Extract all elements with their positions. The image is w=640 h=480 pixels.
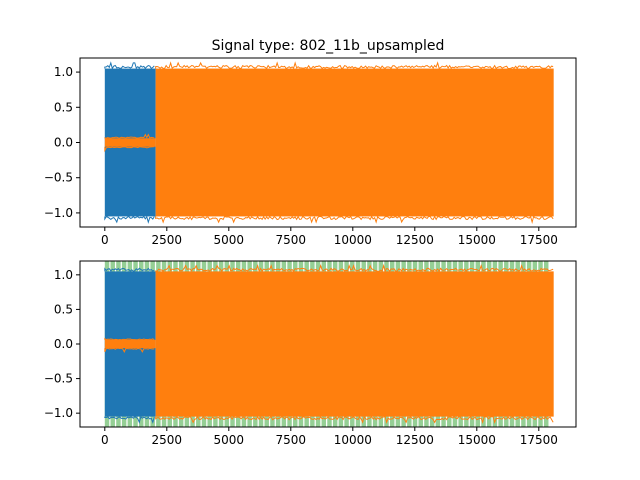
y-tick-label: 0.5 [54, 302, 73, 316]
top-subplot: 0 2500 5000 7500 10000 12500 15000 17500 −1.0 −0.… [44, 57, 577, 247]
x-tick-label: 0 [101, 433, 109, 447]
x-tick-label: 7500 [276, 233, 307, 247]
series-2 [104, 263, 554, 424]
series-1-upper-edge [104, 61, 155, 70]
y-tick-label: 1.0 [54, 268, 73, 282]
x-tick-label: 2500 [152, 233, 183, 247]
bottom-subplot: 0 2500 5000 7500 10000 12500 15000 17500 −1.0 −0.… [44, 260, 577, 447]
series-2-upper-edge [104, 337, 155, 341]
series-2-lower-edge [104, 146, 155, 153]
y-tick-label: −0.5 [44, 372, 73, 386]
x-tick-label: 15000 [458, 433, 496, 447]
x-tick-label: 12500 [396, 233, 434, 247]
series-2-band [104, 138, 156, 147]
y-tick-label: 1.0 [54, 65, 73, 79]
y-tick-label: −1.0 [44, 406, 73, 420]
y-tick-label: 0.0 [54, 337, 73, 351]
x-tick-label: 7500 [276, 433, 307, 447]
series-2 [104, 61, 554, 225]
x-tick-label: 2500 [152, 433, 183, 447]
series-2-band [104, 339, 156, 349]
series-2-band [155, 68, 554, 217]
series-2-band [155, 271, 554, 417]
x-tick-label: 15000 [458, 233, 496, 247]
y-tick-label: −1.0 [44, 206, 73, 220]
series-1-lower-edge [104, 215, 155, 224]
series-2-lower-edge [104, 347, 155, 353]
series-1-lower-edge [104, 415, 155, 424]
series-2-lower-edge [155, 415, 554, 424]
x-tick-label: 17500 [520, 233, 558, 247]
x-tick-label: 10000 [334, 233, 372, 247]
y-tick-label: 0.0 [54, 136, 73, 150]
x-tick-label: 0 [101, 233, 109, 247]
y-tick-label: 0.5 [54, 100, 73, 114]
series-2-upper-edge [104, 133, 155, 139]
x-tick-label: 17500 [520, 433, 558, 447]
y-tick-label: −0.5 [44, 171, 73, 185]
x-tick-label: 5000 [214, 433, 245, 447]
chart-title: Signal type: 802_11b_upsampled [212, 38, 445, 54]
x-tick-label: 10000 [334, 433, 372, 447]
x-tick-label: 5000 [214, 233, 245, 247]
x-tick-label: 12500 [396, 433, 434, 447]
series-2-upper-edge [155, 61, 554, 70]
series-2-upper-edge [155, 263, 554, 273]
series-1-upper-edge [104, 267, 155, 272]
series-2-lower-edge [155, 215, 554, 225]
